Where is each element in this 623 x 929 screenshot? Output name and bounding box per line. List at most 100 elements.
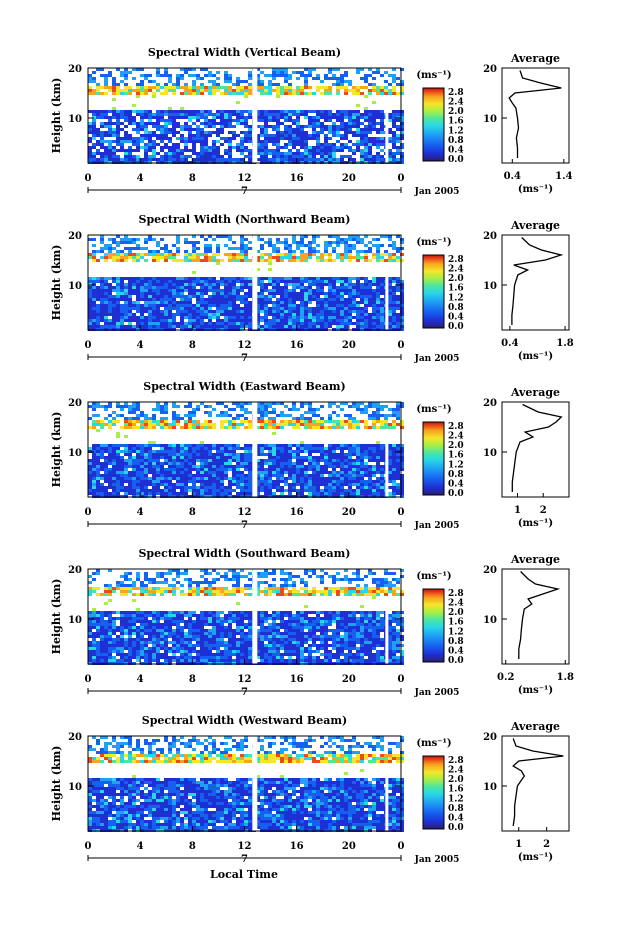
heatmap-cell bbox=[208, 405, 212, 408]
heatmap-cell bbox=[324, 247, 328, 250]
heatmap-cell bbox=[276, 158, 280, 161]
heatmap-cell bbox=[200, 441, 204, 444]
heatmap-cell bbox=[132, 402, 136, 405]
heatmap-cell bbox=[284, 116, 288, 119]
heatmap-cell bbox=[232, 89, 236, 92]
heatmap-cell bbox=[400, 313, 404, 316]
heatmap-cell bbox=[304, 256, 308, 259]
heatmap-cell bbox=[220, 456, 224, 459]
heatmap-cell bbox=[360, 122, 364, 125]
heatmap-cell bbox=[116, 289, 120, 292]
heatmap-cell bbox=[124, 259, 128, 262]
heatmap-cell bbox=[332, 74, 336, 77]
heatmap-cell bbox=[304, 289, 308, 292]
heatmap-cell bbox=[204, 468, 208, 471]
heatmap-cell bbox=[368, 113, 372, 116]
heatmap-cell bbox=[368, 405, 372, 408]
heatmap-cell bbox=[348, 149, 352, 152]
heatmap-cell bbox=[312, 489, 316, 492]
heatmap-cell bbox=[272, 402, 276, 405]
heatmap-cell bbox=[344, 298, 348, 301]
heatmap-cell bbox=[340, 155, 344, 158]
heatmap-cell bbox=[340, 322, 344, 325]
heatmap-cell bbox=[96, 459, 100, 462]
heatmap-cell bbox=[116, 283, 120, 286]
heatmap-cell bbox=[372, 316, 376, 319]
heatmap-cell bbox=[328, 420, 332, 423]
heatmap-cell bbox=[340, 298, 344, 301]
heatmap-cell bbox=[200, 304, 204, 307]
heatmap-cell bbox=[136, 325, 140, 328]
heatmap-cell bbox=[256, 322, 260, 325]
heatmap-cell bbox=[392, 143, 396, 146]
heatmap-cell bbox=[280, 280, 284, 283]
heatmap-cell bbox=[228, 149, 232, 152]
heatmap-cell bbox=[308, 283, 312, 286]
heatmap-cell bbox=[180, 277, 184, 280]
heatmap-cell bbox=[260, 453, 264, 456]
heatmap-cell bbox=[116, 92, 120, 95]
heatmap-cell bbox=[208, 122, 212, 125]
heatmap-cell bbox=[272, 307, 276, 310]
heatmap-cell bbox=[264, 146, 268, 149]
heatmap-cell bbox=[88, 298, 92, 301]
heatmap-cell bbox=[168, 462, 172, 465]
heatmap-cell bbox=[304, 417, 308, 420]
heatmap-cell bbox=[384, 259, 388, 262]
heatmap-cell bbox=[140, 298, 144, 301]
heatmap-cell bbox=[164, 128, 168, 131]
heatmap-cell bbox=[140, 420, 144, 423]
heatmap-cell bbox=[376, 313, 380, 316]
heatmap-cell bbox=[228, 131, 232, 134]
heatmap-cell bbox=[328, 414, 332, 417]
heatmap-cell bbox=[112, 277, 116, 280]
panel-title: Spectral Width (Eastward Beam) bbox=[143, 380, 345, 393]
heatmap-cell bbox=[272, 426, 276, 429]
heatmap-cell bbox=[356, 486, 360, 489]
heatmap-cell bbox=[260, 286, 264, 289]
heatmap-cell bbox=[128, 417, 132, 420]
heatmap-cell bbox=[208, 444, 212, 447]
heatmap-cell bbox=[128, 152, 132, 155]
heatmap-cell bbox=[400, 280, 404, 283]
heatmap-cell bbox=[164, 319, 168, 322]
heatmap-cell bbox=[284, 420, 288, 423]
heatmap-cell bbox=[140, 253, 144, 256]
heatmap-cell bbox=[388, 301, 392, 304]
heatmap-cell bbox=[160, 283, 164, 286]
heatmap-cell bbox=[368, 283, 372, 286]
heatmap-cell bbox=[336, 68, 340, 71]
heatmap-cell bbox=[332, 322, 336, 325]
heatmap-cell bbox=[292, 119, 296, 122]
heatmap-cell bbox=[124, 310, 128, 313]
heatmap-cell bbox=[144, 453, 148, 456]
heatmap-cell bbox=[248, 322, 252, 325]
heatmap-cell bbox=[344, 134, 348, 137]
heatmap-cell bbox=[104, 322, 108, 325]
heatmap-cell bbox=[320, 459, 324, 462]
heatmap-cell bbox=[304, 480, 308, 483]
heatmap-cell bbox=[372, 405, 376, 408]
heatmap-cell bbox=[148, 158, 152, 161]
heatmap-cell bbox=[248, 89, 252, 92]
heatmap-cell bbox=[256, 250, 260, 253]
heatmap-cell bbox=[300, 292, 304, 295]
heatmap-cell bbox=[324, 298, 328, 301]
heatmap-cell bbox=[300, 459, 304, 462]
heatmap-cell bbox=[164, 86, 168, 89]
heatmap-cell bbox=[260, 259, 264, 262]
heatmap-cell bbox=[276, 486, 280, 489]
heatmap-cell bbox=[392, 280, 396, 283]
heatmap-cell bbox=[208, 465, 212, 468]
heatmap-cell bbox=[396, 134, 400, 137]
heatmap-cell bbox=[284, 119, 288, 122]
heatmap-cell bbox=[356, 301, 360, 304]
heatmap-cell bbox=[364, 408, 368, 411]
heatmap-cell bbox=[92, 423, 96, 426]
heatmap-cell bbox=[236, 292, 240, 295]
heatmap-cell bbox=[356, 447, 360, 450]
heatmap-cell bbox=[348, 405, 352, 408]
heatmap-cell bbox=[120, 313, 124, 316]
heatmap-cell bbox=[256, 68, 260, 71]
heatmap-cell bbox=[224, 122, 228, 125]
